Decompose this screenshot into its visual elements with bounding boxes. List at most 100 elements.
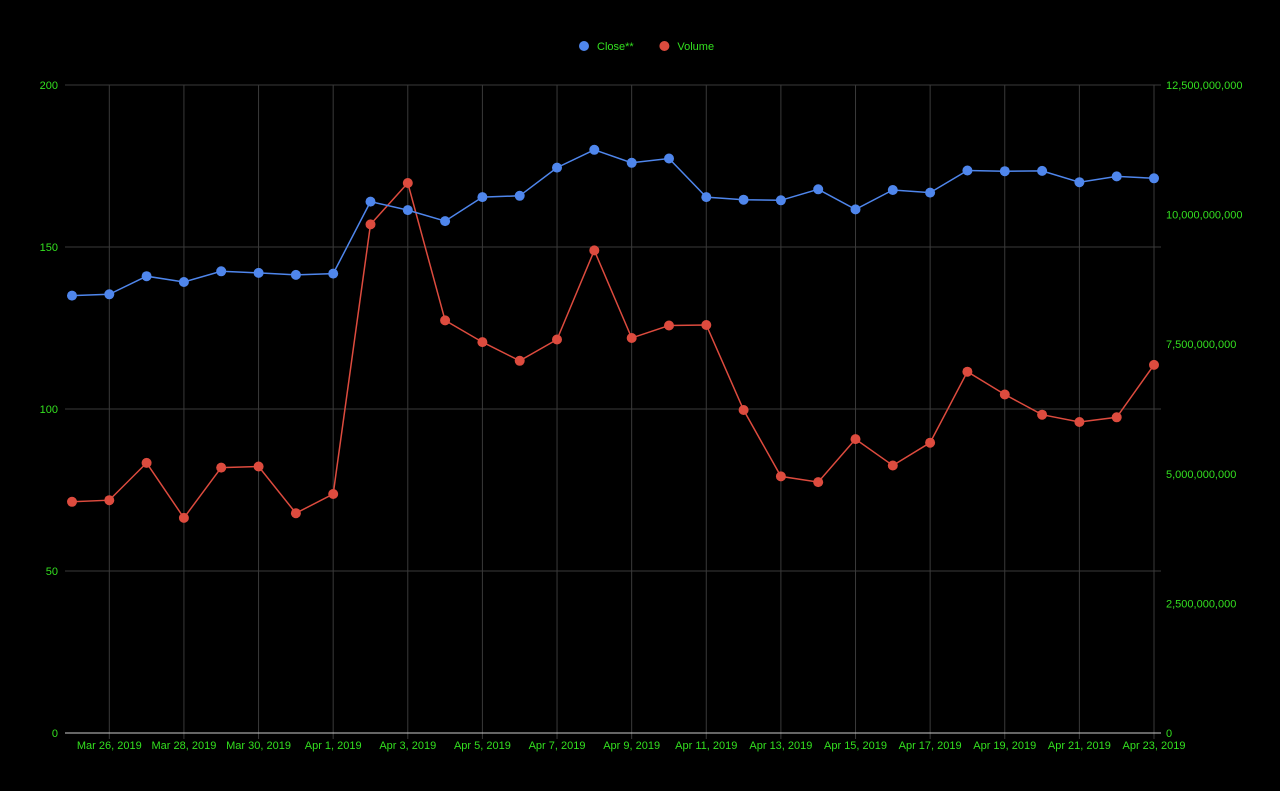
data-point[interactable] [440,315,451,326]
y-right-tick-label: 12,500,000,000 [1166,80,1242,92]
legend-marker [579,41,589,51]
data-point[interactable] [589,144,600,155]
y-right-tick-label: 2,500,000,000 [1166,598,1236,610]
data-point[interactable] [253,267,264,278]
data-point[interactable] [999,389,1010,400]
data-point[interactable] [775,195,786,206]
data-point[interactable] [1074,177,1085,188]
data-point[interactable] [850,434,861,445]
data-point[interactable] [365,219,376,230]
data-point[interactable] [813,184,824,195]
data-point[interactable] [850,204,861,215]
data-point[interactable] [402,178,413,188]
data-point[interactable] [104,289,115,300]
series-line [71,181,1155,520]
y-left-tick-label: 150 [40,242,58,254]
data-point[interactable] [365,196,376,207]
data-point[interactable] [999,166,1010,177]
data-point[interactable] [925,187,936,198]
y-left-tick-label: 200 [40,80,58,92]
x-tick-label: Apr 7, 2019 [529,740,586,752]
series-volume [67,178,1159,523]
x-tick-label: Apr 23, 2019 [1123,740,1186,752]
data-point[interactable] [514,190,525,201]
y-left-tick-label: 100 [40,404,58,416]
data-point[interactable] [552,162,562,173]
x-tick-label: Apr 13, 2019 [749,740,812,752]
data-point[interactable] [1111,171,1122,182]
x-tick-label: Mar 26, 2019 [77,740,142,752]
data-point[interactable] [626,157,637,168]
data-point[interactable] [67,290,77,301]
data-point[interactable] [1037,165,1048,176]
data-point[interactable] [328,268,339,279]
data-point[interactable] [514,355,525,366]
data-point[interactable] [477,192,488,203]
data-point[interactable] [290,269,301,280]
x-tick-label: Mar 28, 2019 [152,740,217,752]
series-layer [67,144,1159,523]
legend-item[interactable]: Volume [659,41,714,53]
data-point[interactable] [775,471,786,482]
data-point[interactable] [925,437,936,448]
legend-label: Volume [677,41,714,53]
x-tick-label: Apr 3, 2019 [379,740,436,752]
y-right-tick-label: 7,500,000,000 [1166,339,1236,351]
data-point[interactable] [738,405,749,415]
data-point[interactable] [1074,417,1085,427]
data-point[interactable] [887,185,898,195]
data-point[interactable] [328,489,339,499]
x-tick-label: Apr 1, 2019 [305,740,362,752]
y-right-tick-label: 0 [1166,728,1172,740]
data-point[interactable] [104,495,115,506]
data-point[interactable] [216,266,227,277]
data-point[interactable] [402,205,413,216]
data-point[interactable] [552,334,562,345]
data-point[interactable] [216,462,227,473]
data-point[interactable] [813,477,824,488]
grid-lines [65,84,1161,739]
data-point[interactable] [589,245,600,256]
data-point[interactable] [290,508,301,519]
y-left-tick-label: 50 [46,566,58,578]
data-point[interactable] [701,192,712,203]
data-point[interactable] [1149,359,1159,370]
data-point[interactable] [626,333,637,343]
data-point[interactable] [440,216,451,227]
data-point[interactable] [738,194,749,205]
axes: 0 50 100 150 200 0 2,500,000,000 5,000,000,000 7… [40,80,1243,752]
data-point[interactable] [67,496,77,507]
x-tick-label: Mar 30, 2019 [226,740,291,752]
data-point[interactable] [887,460,898,471]
series-close- [67,144,1159,301]
legend-marker [659,41,670,51]
legend-item[interactable]: Close** [579,41,634,53]
series-line [71,148,1155,297]
data-point[interactable] [664,153,674,164]
x-tick-label: Apr 15, 2019 [824,740,887,752]
data-point[interactable] [141,271,152,282]
y-right-tick-label: 5,000,000,000 [1166,469,1236,481]
data-point[interactable] [962,366,973,377]
data-point[interactable] [1037,409,1048,420]
data-point[interactable] [664,320,674,331]
data-point[interactable] [178,512,189,523]
x-tick-label: Apr 11, 2019 [675,740,737,752]
data-point[interactable] [477,337,488,348]
data-point[interactable] [962,165,973,176]
data-point[interactable] [1149,173,1159,184]
legend: Close** Volume [579,41,714,53]
data-point[interactable] [1111,412,1122,423]
legend-label: Close** [597,41,634,53]
x-tick-label: Apr 19, 2019 [973,740,1036,752]
data-point[interactable] [178,277,189,287]
data-point[interactable] [701,320,712,330]
x-tick-label: Apr 21, 2019 [1048,740,1111,752]
x-tick-label: Apr 5, 2019 [454,740,511,752]
data-point[interactable] [253,461,264,472]
x-tick-label: Apr 17, 2019 [899,740,962,752]
y-right-tick-label: 10,000,000,000 [1166,210,1242,222]
data-point[interactable] [141,457,152,468]
